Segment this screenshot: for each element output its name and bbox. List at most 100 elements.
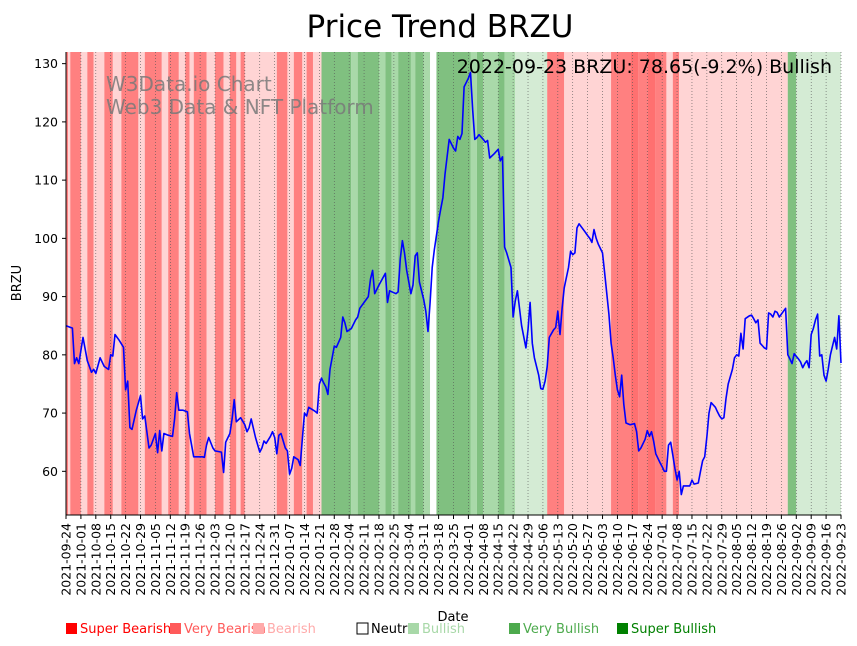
x-tick-label: 2022-06-24 (640, 523, 655, 596)
sentiment-band-57 (679, 52, 709, 515)
x-tick-label: 2022-06-03 (595, 523, 610, 596)
x-tick-label: 2022-04-08 (476, 523, 491, 596)
legend-label: Super Bullish (631, 622, 716, 637)
sentiment-band-32 (357, 52, 379, 515)
sentiment-band-9 (138, 52, 145, 515)
y-tick-label: 60 (42, 464, 58, 479)
sentiment-band-12 (168, 52, 179, 515)
x-tick-label: 2022-04-01 (461, 523, 476, 596)
sentiment-band-24 (276, 52, 288, 515)
x-tick-label: 2022-02-25 (386, 523, 401, 596)
legend-swatch (617, 623, 628, 634)
x-tick-label: 2022-01-14 (297, 523, 312, 596)
x-tick-label: 2022-08-05 (729, 523, 744, 596)
legend-swatch (509, 623, 520, 634)
sentiment-band-58 (708, 52, 788, 515)
x-tick-label: 2022-01-21 (312, 523, 327, 596)
x-tick-label: 2021-11-26 (193, 523, 208, 596)
sentiment-band-47 (515, 52, 548, 515)
sentiment-band-51 (630, 52, 639, 515)
x-tick-label: 2021-12-03 (208, 523, 223, 596)
sentiment-band-23 (244, 52, 277, 515)
sentiment-band-30 (321, 52, 352, 515)
x-tick-label: 2022-08-19 (759, 523, 774, 596)
sentiment-band-1 (68, 52, 71, 515)
x-tick-label: 2021-12-17 (237, 523, 252, 596)
legend-label: Bullish (422, 622, 465, 637)
sentiment-band-22 (240, 52, 245, 515)
sentiment-band-36 (398, 52, 411, 515)
sentiment-band-33 (378, 52, 386, 515)
y-tick-label: 80 (42, 347, 58, 362)
legend-label: Very Bullish (523, 622, 599, 637)
chart-title: Price Trend BRZU (307, 9, 574, 45)
sentiment-band-46 (504, 52, 516, 515)
sentiment-band-50 (611, 52, 631, 515)
x-tick-label: 2021-10-08 (88, 523, 103, 596)
sentiment-band-31 (351, 52, 358, 515)
x-tick-label: 2022-08-12 (744, 523, 759, 596)
x-tick-label: 2021-11-12 (163, 523, 178, 596)
watermark-line-2: Web3 Data & NFT Platform (106, 95, 374, 119)
x-tick-label: 2022-01-28 (327, 523, 342, 596)
x-tick-label: 2022-07-22 (699, 523, 714, 596)
sentiment-band-15 (189, 52, 194, 515)
sentiment-band-42 (470, 52, 477, 515)
price-series-line (65, 71, 842, 496)
sentiment-band-14 (185, 52, 190, 515)
sentiment-band-26 (293, 52, 303, 515)
x-tick-label: 2022-07-15 (684, 523, 699, 596)
sentiment-band-21 (236, 52, 241, 515)
legend-label: Neutral (371, 622, 419, 637)
sentiment-band-53 (647, 52, 656, 515)
x-tick-label: 2022-09-09 (804, 523, 819, 596)
x-axis-ticks: 2021-09-24 2021-10-01 2021-10-08 2021-10-15… (59, 515, 849, 596)
y-axis-label: BRZU (10, 265, 25, 301)
sentiment-band-54 (655, 52, 667, 515)
x-tick-label: 2022-05-20 (565, 523, 580, 596)
sentiment-band-17 (206, 52, 216, 515)
sentiment-band-40 (430, 52, 437, 515)
x-tick-label: 2022-05-13 (550, 523, 565, 596)
x-tick-label: 2022-04-15 (491, 523, 506, 596)
x-tick-label: 2022-04-29 (521, 523, 536, 596)
sentiment-band-0 (66, 52, 69, 515)
legend-swatch (170, 623, 181, 634)
sentiment-band-18 (215, 52, 224, 515)
sentiment-band-35 (391, 52, 399, 515)
x-tick-label: 2022-07-01 (655, 523, 670, 596)
x-tick-label: 2021-11-05 (148, 523, 163, 596)
x-tick-label: 2022-05-27 (580, 523, 595, 596)
sentiment-band-7 (112, 52, 122, 515)
x-tick-label: 2022-05-06 (535, 523, 550, 596)
x-tick-label: 2022-09-02 (789, 523, 804, 596)
x-tick-label: 2021-10-29 (133, 523, 148, 596)
sentiment-band-10 (144, 52, 162, 515)
x-tick-label: 2021-11-19 (178, 523, 193, 596)
x-tick-label: 2022-08-26 (774, 523, 789, 596)
legend-swatch (356, 622, 369, 635)
x-tick-label: 2022-06-10 (610, 523, 625, 596)
x-tick-label: 2022-02-11 (357, 523, 372, 596)
sentiment-band-20 (229, 52, 237, 515)
sentiment-band-28 (306, 52, 313, 515)
sentiment-band-45 (498, 52, 505, 515)
legend-label: Very Bearish (184, 622, 266, 637)
x-tick-label: 2022-03-11 (416, 523, 431, 596)
sentiment-band-5 (93, 52, 105, 515)
x-tick-label: 2022-09-23 (834, 523, 849, 596)
sentiment-band-11 (161, 52, 169, 515)
x-tick-label: 2022-03-25 (446, 523, 461, 596)
legend-swatch (66, 623, 77, 634)
sentiment-band-13 (178, 52, 186, 515)
y-tick-label: 110 (34, 173, 58, 188)
x-axis-label: Date (437, 610, 468, 625)
x-tick-label: 2021-09-24 (59, 523, 74, 596)
sentiment-band-43 (476, 52, 484, 515)
x-tick-label: 2021-12-31 (267, 523, 282, 596)
x-tick-label: 2022-07-08 (670, 523, 685, 596)
y-tick-label: 130 (34, 56, 58, 71)
x-tick-label: 2022-02-04 (342, 523, 357, 596)
x-tick-label: 2022-09-16 (819, 523, 834, 596)
